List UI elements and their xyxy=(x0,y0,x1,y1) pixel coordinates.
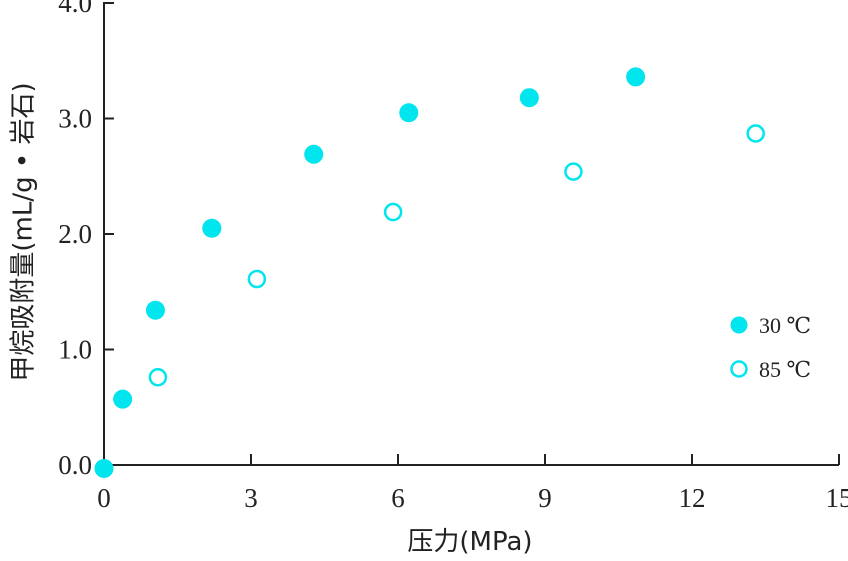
point-series-1 xyxy=(399,103,419,123)
legend-label: 30 ℃ xyxy=(759,313,811,338)
point-series-2 xyxy=(383,202,403,222)
point-series-1 xyxy=(145,300,165,320)
legend: 30 ℃ 85 ℃ xyxy=(730,313,811,382)
y-tick-label: 2.0 xyxy=(58,219,92,249)
ticks: 0 3 6 9 12 15 0.0 1.0 2.0 3.0 4.0 xyxy=(58,0,848,513)
y-tick-label: 3.0 xyxy=(58,104,92,134)
data-points xyxy=(94,67,765,478)
point-series-1 xyxy=(202,218,222,238)
point-series-1 xyxy=(113,389,133,409)
point-series-1 xyxy=(94,458,114,478)
point-series-2 xyxy=(148,367,168,387)
x-axis-title: 压力(MPa) xyxy=(407,527,532,557)
point-series-2 xyxy=(746,124,765,143)
legend-marker-filled xyxy=(730,316,748,334)
x-tick-label: 3 xyxy=(244,483,258,513)
y-tick-label: 4.0 xyxy=(58,0,92,18)
y-tick-label: 0.0 xyxy=(58,450,92,480)
y-tick-label: 1.0 xyxy=(58,335,92,365)
x-tick-label: 0 xyxy=(97,483,111,513)
x-tick-label: 12 xyxy=(679,483,706,513)
x-tick-label: 9 xyxy=(538,483,552,513)
legend-marker-open xyxy=(730,360,748,378)
point-series-1 xyxy=(519,88,539,108)
point-series-2 xyxy=(564,162,583,181)
y-axis-title: 甲烷吸附量(mL/g • 岩石) xyxy=(9,82,39,381)
point-series-2 xyxy=(247,269,267,289)
point-series-1 xyxy=(626,67,646,87)
legend-label: 85 ℃ xyxy=(759,357,811,382)
x-tick-label: 6 xyxy=(391,483,405,513)
y-axis-title-group: 甲烷吸附量(mL/g • 岩石) xyxy=(9,82,39,381)
x-tick-label: 15 xyxy=(826,483,848,513)
point-series-1 xyxy=(304,144,324,164)
